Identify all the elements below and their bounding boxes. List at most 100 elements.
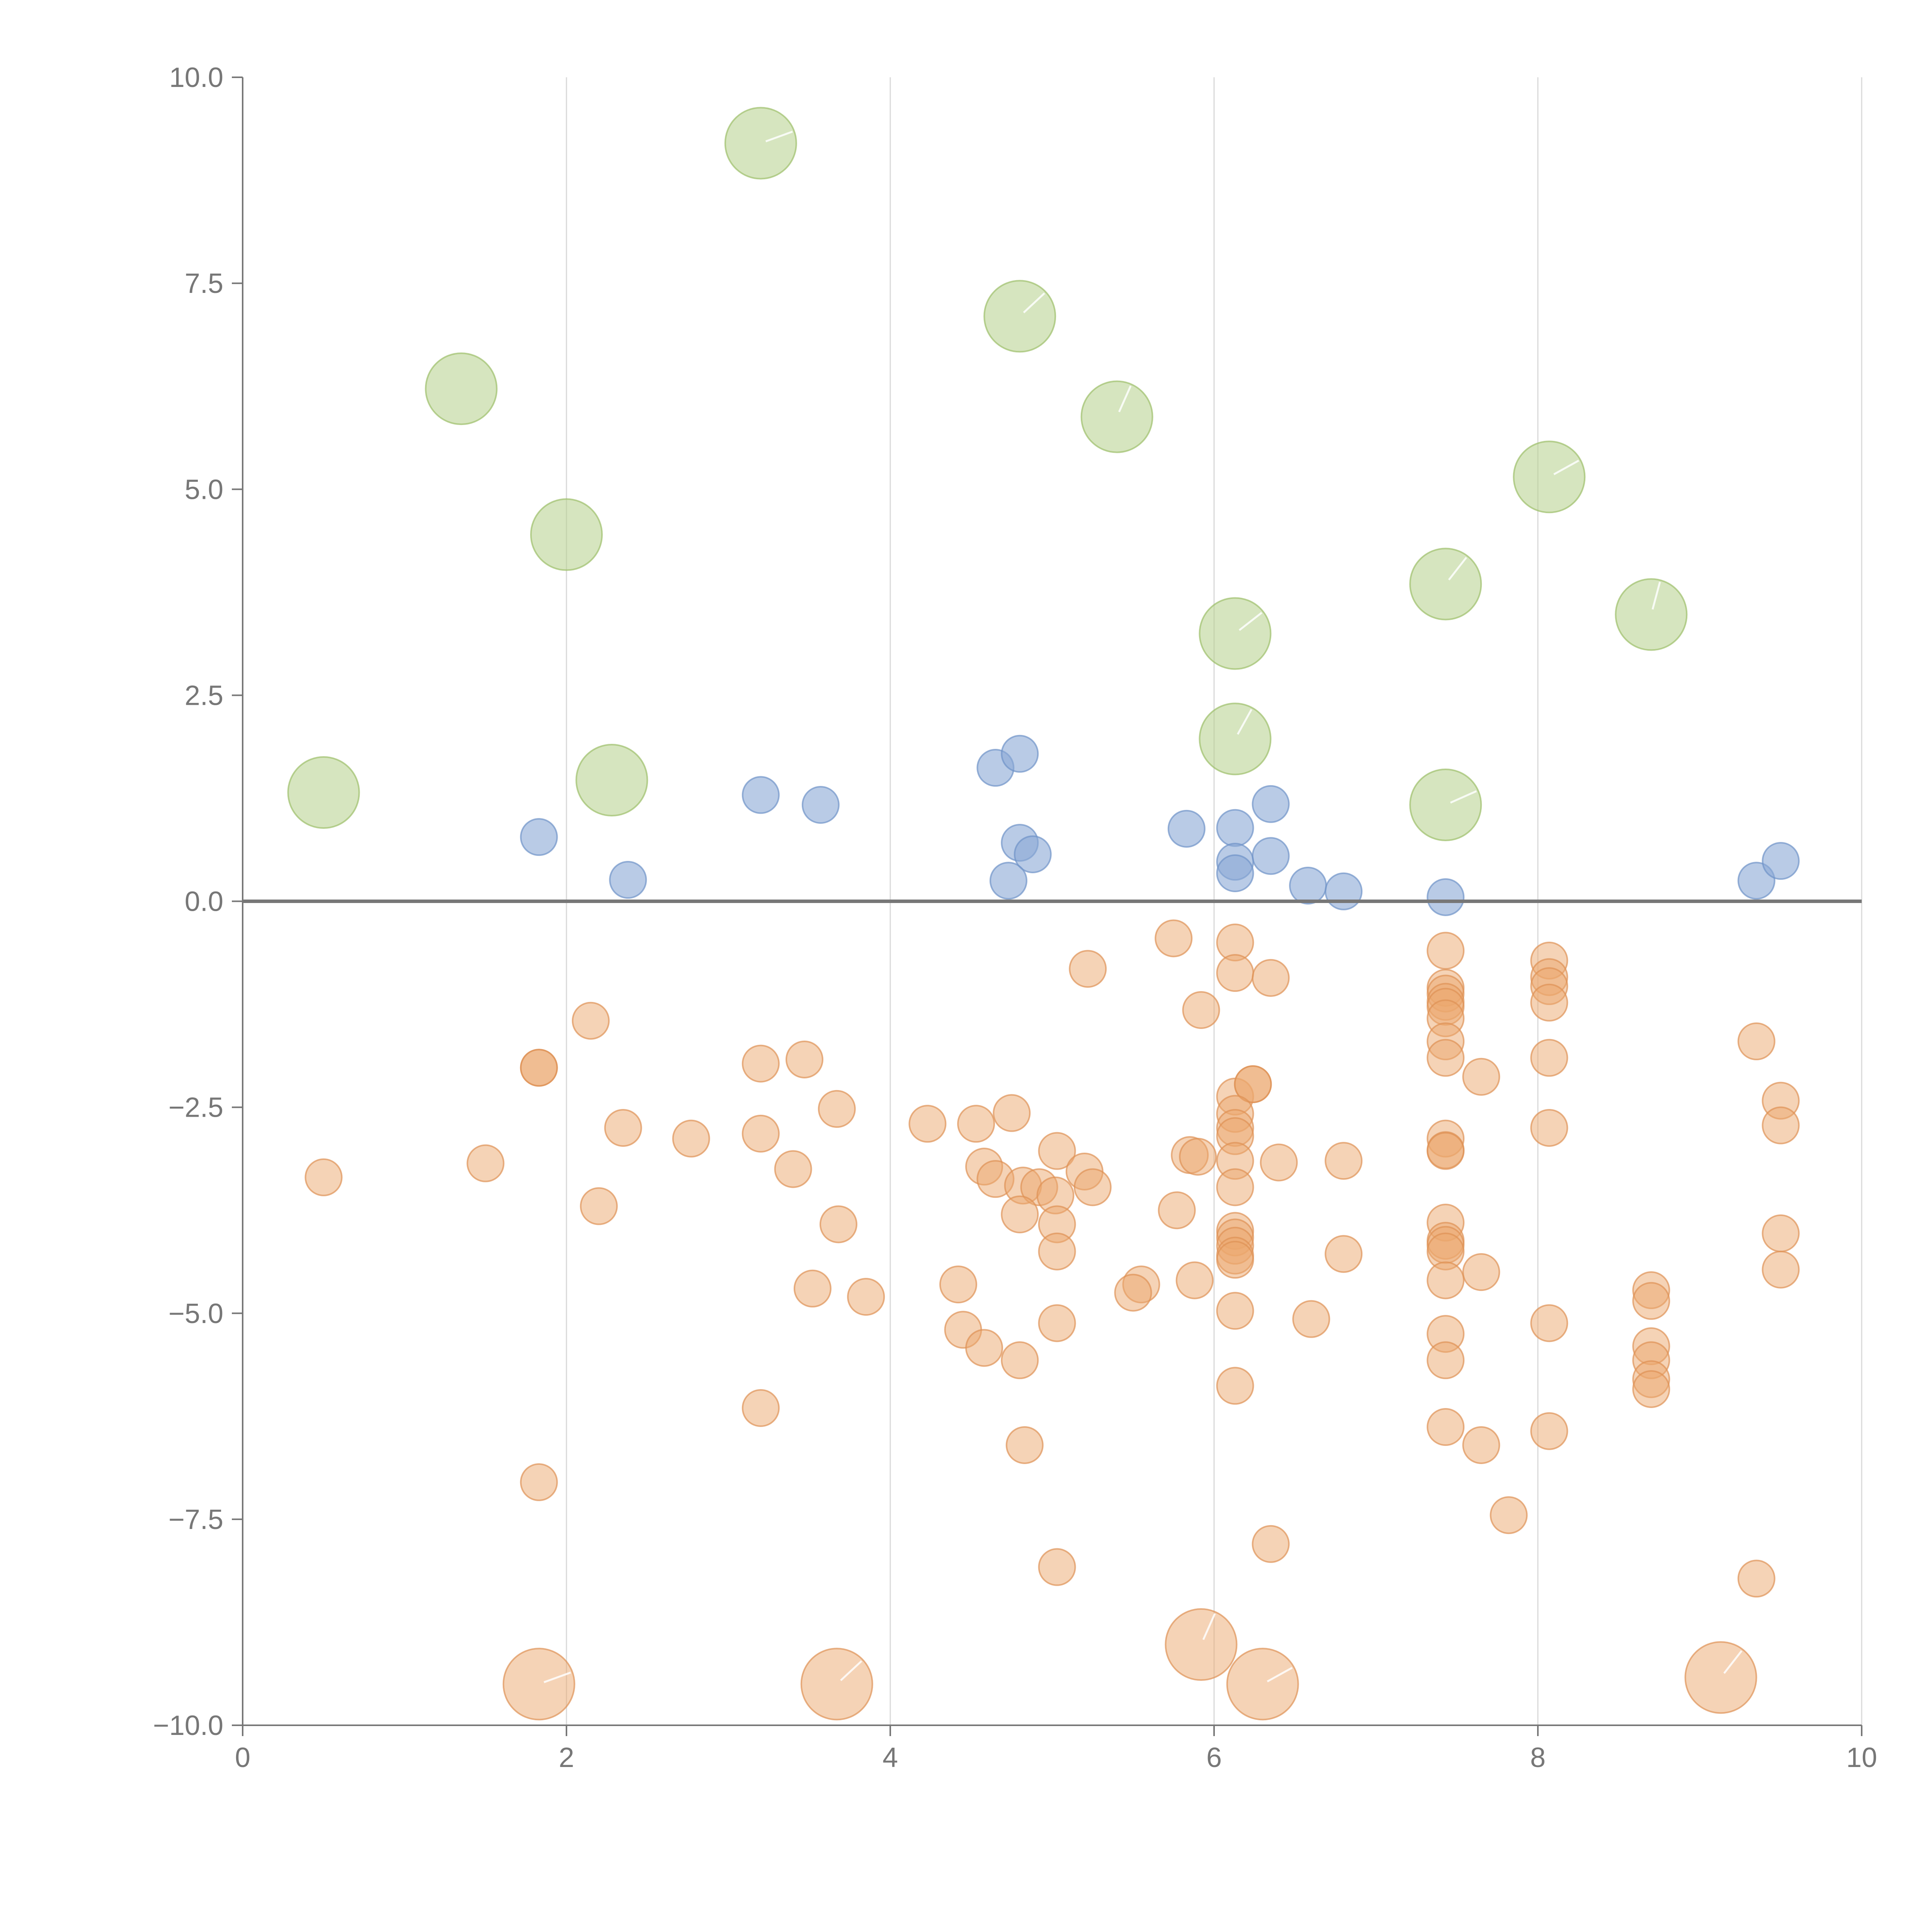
negative-point-8: [742, 1044, 780, 1083]
large-positive-point-10: [287, 756, 360, 829]
negative-point-92: [1462, 1426, 1500, 1464]
y-axis-ticks: −10.0 −7.5 −5.0 −2.5 0.0 2.5 5.0 7.5 10.0: [153, 62, 243, 1741]
y-tick-label: 0.0: [185, 886, 223, 917]
large-positive-leader-2: [1118, 385, 1132, 412]
negative-point-0: [304, 1158, 343, 1196]
negative-point-20: [993, 1094, 1031, 1132]
x-tick-label: 6: [1206, 1742, 1222, 1773]
negative-point-101: [1530, 1412, 1568, 1450]
small-positive-point-10: [1216, 809, 1254, 847]
large-positive-point-4: [530, 498, 603, 571]
negative-point-93: [1490, 1496, 1528, 1534]
negative-point-103: [1632, 1282, 1670, 1320]
large-negative-leader-4: [1723, 1650, 1743, 1674]
negative-point-86: [1427, 1261, 1465, 1299]
y-tick-label: 5.0: [185, 474, 223, 505]
large-negative-point-2: [1165, 1608, 1238, 1681]
small-positive-point-19: [1762, 842, 1800, 880]
negative-point-18: [908, 1105, 947, 1143]
negative-point-43: [1179, 1138, 1217, 1176]
large-negative-leader-0: [543, 1672, 571, 1684]
small-positive-point-3: [801, 786, 840, 824]
x-axis-ticks: 0 2 4 6 8 10: [235, 1725, 1877, 1773]
small-positive-point-15: [1289, 866, 1327, 905]
large-positive-leader-1: [1023, 292, 1045, 313]
negative-point-64: [1216, 1241, 1254, 1279]
small-positive-point-5: [1001, 735, 1039, 773]
negative-point-39: [1069, 950, 1107, 988]
negative-point-38: [1038, 1548, 1076, 1586]
large-positive-point-12: [1409, 768, 1482, 841]
negative-point-14: [793, 1269, 832, 1308]
negative-point-91: [1462, 1253, 1500, 1291]
x-tick-label: 10: [1846, 1742, 1877, 1773]
negative-point-97: [1530, 983, 1568, 1022]
negative-point-59: [1216, 1168, 1254, 1206]
x-tick-label: 8: [1530, 1742, 1546, 1773]
negative-point-78: [1427, 1039, 1465, 1077]
negative-point-81: [1427, 1132, 1465, 1170]
negative-point-108: [1737, 1022, 1776, 1061]
negative-point-67: [1292, 1300, 1330, 1338]
y-tick-label: −5.0: [168, 1298, 223, 1329]
negative-point-3: [520, 1049, 558, 1087]
negative-point-28: [1001, 1195, 1039, 1233]
negative-point-90: [1462, 1058, 1500, 1096]
negative-point-1: [466, 1144, 505, 1182]
negative-point-34: [965, 1329, 1003, 1367]
large-negative-point-4: [1684, 1641, 1757, 1714]
large-positive-point-9: [1199, 702, 1272, 776]
y-tick-label: 7.5: [185, 268, 223, 299]
negative-point-15: [847, 1278, 885, 1316]
negative-point-53: [1234, 1065, 1272, 1103]
negative-point-45: [1175, 1261, 1214, 1299]
negative-point-98: [1530, 1039, 1568, 1077]
negative-point-7: [672, 1119, 710, 1158]
negative-point-12: [818, 1090, 856, 1128]
small-positive-point-2: [742, 776, 780, 814]
large-negative-leader-2: [1202, 1613, 1216, 1640]
negative-point-113: [1737, 1560, 1776, 1598]
negative-point-99: [1530, 1109, 1568, 1147]
small-positive-point-9: [1167, 810, 1206, 848]
large-negative-leader-3: [1267, 1667, 1293, 1682]
negative-point-41: [1182, 991, 1220, 1029]
large-negative-point-1: [800, 1648, 873, 1721]
y-tick-label: 10.0: [169, 62, 223, 93]
negative-point-40: [1155, 919, 1193, 957]
negative-point-13: [819, 1205, 857, 1243]
large-positive-leader-6: [1238, 612, 1262, 631]
negative-point-9: [742, 1114, 780, 1153]
negative-point-50: [1252, 959, 1290, 997]
negative-point-100: [1530, 1304, 1568, 1342]
negative-point-44: [1158, 1191, 1196, 1230]
small-positive-point-1: [609, 861, 647, 899]
large-positive-leader-3: [1553, 459, 1579, 475]
large-positive-point-0: [724, 107, 797, 180]
data-points: [287, 107, 1800, 1721]
negative-point-19: [957, 1105, 995, 1143]
large-negative-point-0: [502, 1648, 575, 1721]
negative-point-47: [1114, 1274, 1152, 1312]
large-positive-leader-4: [1448, 557, 1467, 581]
negative-point-36: [1038, 1304, 1076, 1342]
y-tick-label: −10.0: [153, 1710, 223, 1741]
negative-point-37: [1005, 1426, 1044, 1464]
negative-point-29: [1038, 1232, 1076, 1270]
negative-point-68: [1252, 1525, 1290, 1563]
small-positive-point-13: [1252, 785, 1290, 823]
negative-point-107: [1632, 1370, 1670, 1408]
negative-point-49: [1216, 954, 1254, 992]
negative-point-5: [604, 1109, 642, 1147]
large-negative-leader-1: [840, 1660, 862, 1681]
negative-point-17: [742, 1389, 780, 1427]
large-positive-leader-0: [765, 131, 793, 143]
x-tick-label: 0: [235, 1742, 250, 1773]
large-positive-point-8: [1199, 597, 1272, 670]
large-positive-point-6: [1409, 548, 1482, 621]
large-positive-point-2: [983, 280, 1056, 353]
negative-point-111: [1762, 1214, 1800, 1252]
large-positive-leader-8: [1450, 790, 1477, 804]
negative-point-58: [1260, 1143, 1298, 1182]
negative-point-71: [1427, 932, 1465, 970]
